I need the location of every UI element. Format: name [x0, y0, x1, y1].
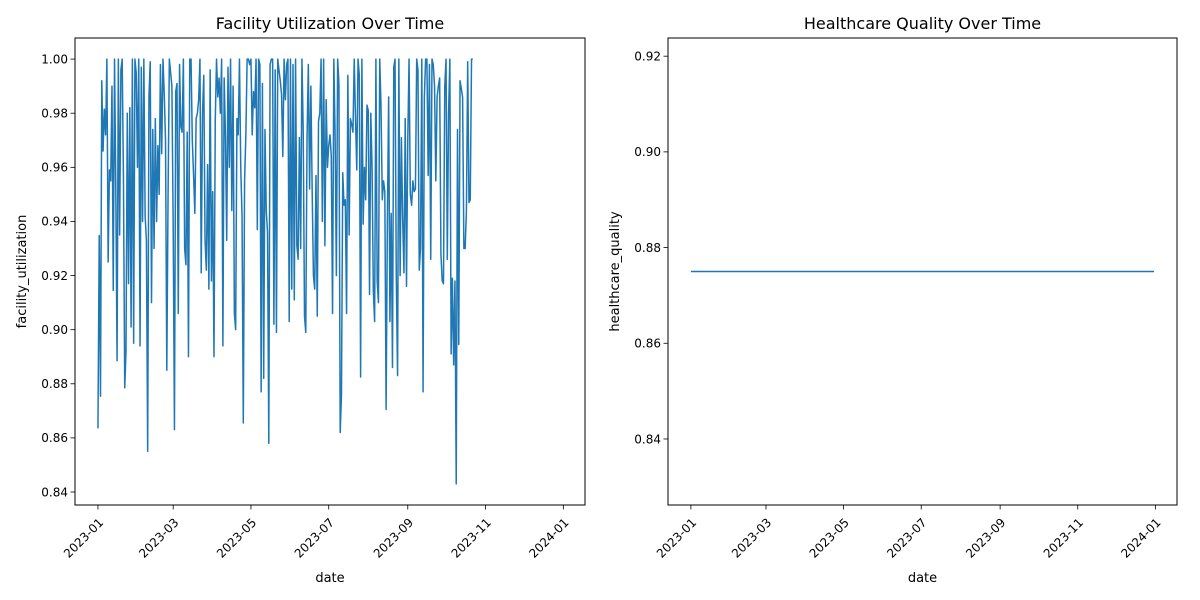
- y-tick-label: 0.98: [41, 107, 68, 121]
- y-axis-label: facility_utilization: [15, 215, 30, 329]
- chart-title: Facility Utilization Over Time: [216, 14, 444, 33]
- y-tick-label: 0.84: [41, 485, 68, 499]
- y-tick-label: 0.94: [41, 215, 68, 229]
- y-tick-label: 0.88: [634, 241, 661, 255]
- chart-title: Healthcare Quality Over Time: [804, 14, 1041, 33]
- x-axis-label: date: [908, 571, 937, 586]
- healthcare-quality-chart: Healthcare Quality Over Time 2023-01 2023…: [608, 14, 1178, 586]
- series-layer: [97, 58, 473, 485]
- plot-frame: [667, 37, 1178, 506]
- y-tick-label: 0.84: [634, 432, 661, 446]
- y-tick-label: 0.92: [634, 49, 661, 63]
- y-tick-label: 0.90: [634, 145, 661, 159]
- y-tick-label: 0.90: [41, 323, 68, 337]
- y-tick-label: 0.86: [41, 431, 68, 445]
- plot-frame: [74, 37, 586, 506]
- x-axis-label: date: [315, 571, 344, 586]
- y-tick-label: 0.92: [41, 269, 68, 283]
- y-axis-ticks: 0.84 0.86 0.88 0.90 0.92: [634, 49, 668, 446]
- y-axis-ticks: 0.84 0.86 0.88 0.90 0.92 0.94 0.96 0.98 1.00: [41, 52, 75, 499]
- y-axis-label: healthcare_quality: [608, 211, 623, 332]
- series-line: [97, 58, 473, 485]
- y-tick-label: 0.88: [41, 377, 68, 391]
- facility-utilization-chart: Facility Utilization Over Time 2023-01 20…: [15, 14, 586, 586]
- y-tick-label: 0.86: [634, 337, 661, 351]
- y-tick-label: 0.96: [41, 161, 68, 175]
- y-tick-label: 1.00: [41, 52, 68, 66]
